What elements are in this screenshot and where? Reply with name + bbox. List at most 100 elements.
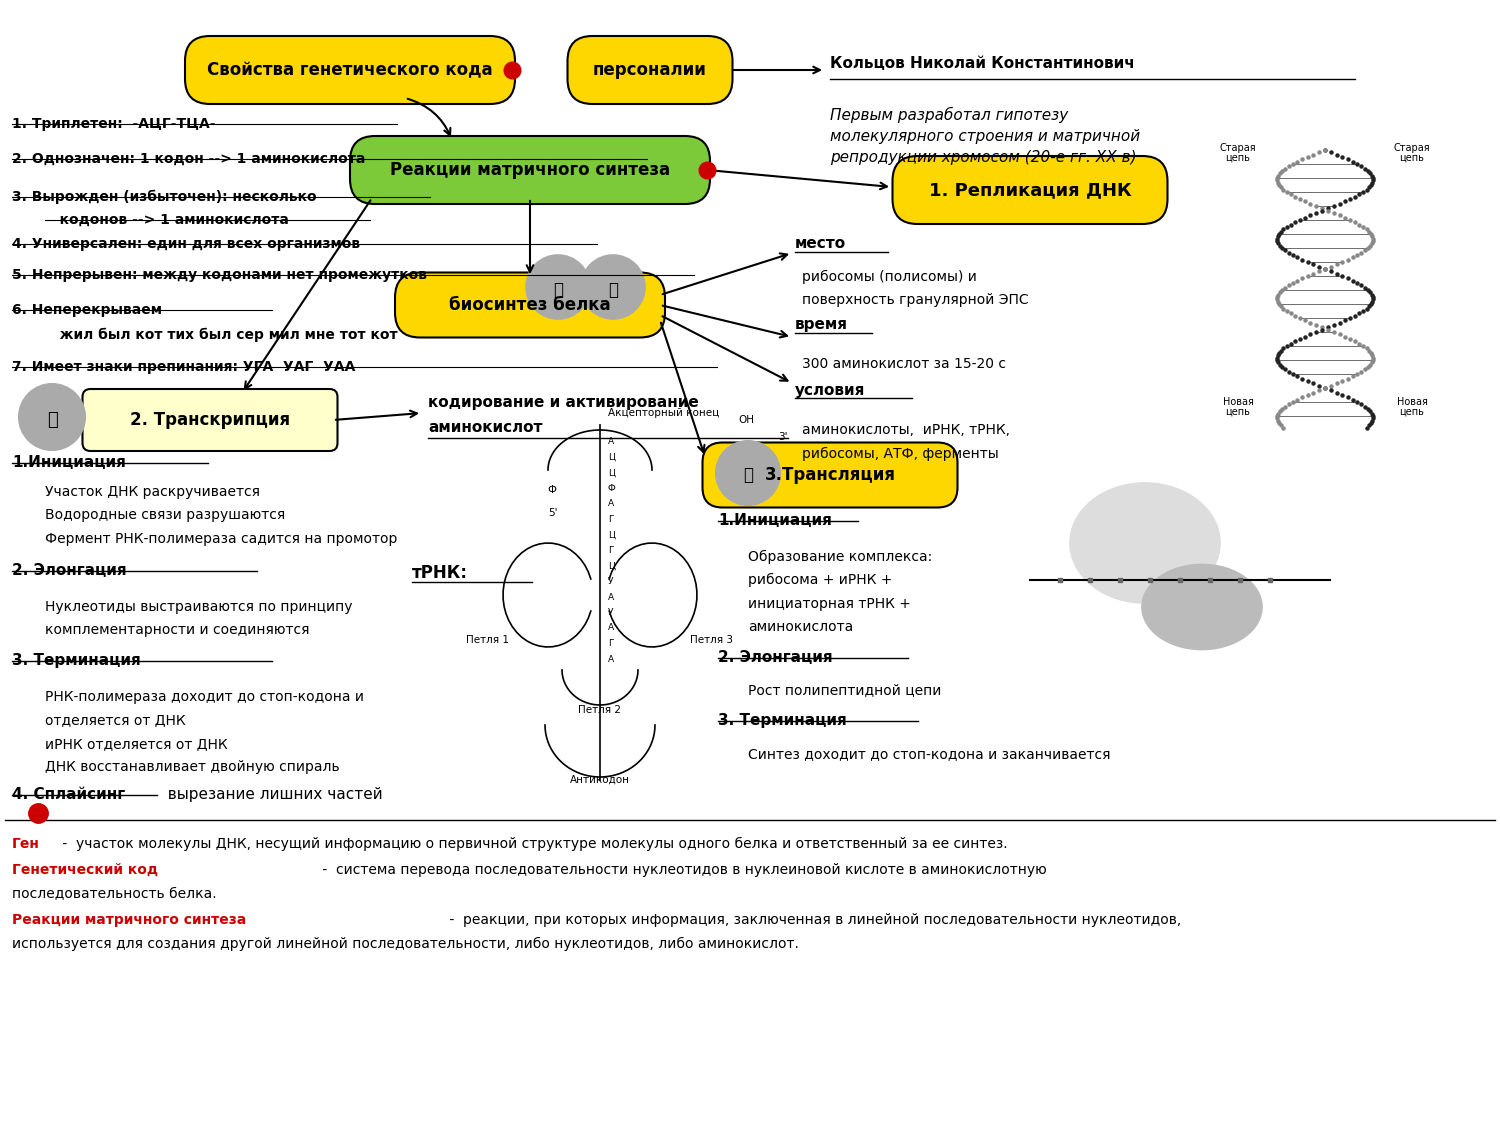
Text: Ген: Ген (12, 837, 40, 850)
Text: инициаторная тРНК +: инициаторная тРНК + (748, 597, 910, 611)
Text: Старая: Старая (1394, 143, 1431, 153)
Text: ОН: ОН (738, 415, 754, 425)
Text: Генетический код: Генетический код (12, 863, 158, 878)
Text: Г: Г (608, 639, 613, 648)
Text: 2. Транскрипция: 2. Транскрипция (130, 411, 290, 429)
Text: Рост полипептидной цепи: Рост полипептидной цепи (748, 683, 942, 698)
Text: У: У (608, 608, 613, 616)
Text: цепь: цепь (1400, 153, 1425, 163)
Text: Г: Г (608, 515, 613, 524)
Text: кодирование и активирование: кодирование и активирование (427, 396, 699, 411)
Text: аминокислот: аминокислот (427, 420, 543, 434)
Text: 📷: 📷 (608, 281, 618, 299)
Text: А: А (608, 623, 613, 632)
Text: место: место (795, 235, 846, 251)
Text: 1.Инициация: 1.Инициация (12, 455, 126, 470)
Text: Антикодон: Антикодон (570, 775, 630, 785)
Text: 2. Элонгация: 2. Элонгация (12, 562, 126, 578)
Text: Реакции матричного синтеза: Реакции матричного синтеза (12, 914, 246, 927)
Circle shape (580, 255, 645, 319)
Text: ДНК восстанавливает двойную спираль: ДНК восстанавливает двойную спираль (45, 760, 339, 774)
Text: Акцепторный конец: Акцепторный конец (608, 408, 720, 418)
Text: аминокислота: аминокислота (748, 620, 853, 634)
Text: А: А (608, 655, 613, 664)
Text: поверхность гранулярной ЭПС: поверхность гранулярной ЭПС (802, 292, 1029, 307)
Text: -  система перевода последовательности нуклеотидов в нуклеиновой кислоте в амино: - система перевода последовательности ну… (318, 863, 1047, 878)
Text: условия: условия (795, 382, 865, 397)
Text: 300 аминокислот за 15-20 с: 300 аминокислот за 15-20 с (802, 357, 1006, 371)
Circle shape (716, 441, 780, 505)
Text: Образование комплекса:: Образование комплекса: (748, 550, 932, 564)
Circle shape (20, 384, 86, 450)
Text: кодонов --> 1 аминокислота: кодонов --> 1 аминокислота (45, 213, 290, 227)
Text: Кольцов Николай Константинович: Кольцов Николай Константинович (830, 55, 1134, 71)
Text: РНК-полимераза доходит до стоп-кодона и: РНК-полимераза доходит до стоп-кодона и (45, 690, 364, 704)
Text: 3. Терминация: 3. Терминация (12, 652, 141, 668)
Text: Ф: Ф (548, 485, 556, 495)
Text: Ц: Ц (608, 453, 615, 462)
Text: Новая: Новая (1396, 397, 1428, 407)
Text: 5. Непрерывен: между кодонами нет промежутков: 5. Непрерывен: между кодонами нет промеж… (12, 268, 427, 282)
Text: аминокислоты,  иРНК, тРНК,: аминокислоты, иРНК, тРНК, (802, 423, 1010, 436)
FancyBboxPatch shape (350, 136, 710, 204)
Text: цепь: цепь (1400, 407, 1425, 417)
Text: Петля 2: Петля 2 (579, 705, 621, 716)
FancyBboxPatch shape (184, 36, 514, 104)
Text: Ф: Ф (608, 484, 615, 493)
Text: Первым разработал гипотезу
молекулярного строения и матричной
репродукции хромос: Первым разработал гипотезу молекулярного… (830, 107, 1140, 165)
Text: Реакции матричного синтеза: Реакции матричного синтеза (390, 161, 670, 179)
Text: Новая: Новая (1222, 397, 1254, 407)
Text: Ц: Ц (608, 561, 615, 570)
Text: Водородные связи разрушаются: Водородные связи разрушаются (45, 508, 285, 522)
Text: Синтез доходит до стоп-кодона и заканчивается: Синтез доходит до стоп-кодона и заканчив… (748, 747, 1110, 760)
Text: 3. Вырожден (избыточен): несколько: 3. Вырожден (избыточен): несколько (12, 190, 316, 205)
Text: Старая: Старая (1220, 143, 1257, 153)
Text: А: А (608, 500, 613, 508)
Text: Фермент РНК-полимераза садится на промотор: Фермент РНК-полимераза садится на промот… (45, 532, 398, 546)
Text: 3.Трансляция: 3.Трансляция (765, 466, 896, 484)
FancyBboxPatch shape (394, 272, 664, 338)
Circle shape (526, 255, 590, 319)
Text: иРНК отделяется от ДНК: иРНК отделяется от ДНК (45, 737, 228, 752)
Text: У: У (608, 577, 613, 586)
FancyBboxPatch shape (892, 156, 1167, 224)
Text: Свойства генетического кода: Свойства генетического кода (207, 61, 494, 79)
Text: 1. Триплетен:  -АЦГ-ТЦА-: 1. Триплетен: -АЦГ-ТЦА- (12, 117, 216, 130)
Text: отделяется от ДНК: отделяется от ДНК (45, 713, 186, 727)
Text: 📷: 📷 (46, 411, 57, 429)
Text: цепь: цепь (1226, 153, 1251, 163)
Text: 2. Однозначен: 1 кодон --> 1 аминокислота: 2. Однозначен: 1 кодон --> 1 аминокислот… (12, 152, 366, 166)
Text: используется для создания другой линейной последовательности, либо нуклеотидов, : используется для создания другой линейно… (12, 937, 800, 951)
Text: последовательность белка.: последовательность белка. (12, 886, 216, 901)
Text: Ц: Ц (608, 468, 615, 477)
Text: время: время (795, 317, 847, 333)
Text: 4. Универсален: един для всех организмов: 4. Универсален: един для всех организмов (12, 237, 360, 251)
Ellipse shape (1070, 483, 1220, 603)
Text: 7. Имеет знаки препинания: УГА  УАГ  УАА: 7. Имеет знаки препинания: УГА УАГ УАА (12, 360, 356, 374)
FancyBboxPatch shape (702, 442, 957, 507)
Text: рибосомы (полисомы) и: рибосомы (полисомы) и (802, 270, 976, 285)
Text: Участок ДНК раскручивается: Участок ДНК раскручивается (45, 485, 260, 500)
Text: тРНК:: тРНК: (413, 564, 468, 582)
Text: Петля 1: Петля 1 (466, 634, 510, 645)
Text: 6. Неперекрываем: 6. Неперекрываем (12, 303, 162, 317)
Ellipse shape (1142, 565, 1262, 649)
Text: А: А (608, 593, 613, 602)
Text: 1. Репликация ДНК: 1. Репликация ДНК (928, 181, 1131, 199)
Text: 5': 5' (548, 508, 558, 518)
Text: 4. Сплайсинг: 4. Сплайсинг (12, 788, 125, 802)
Text: цепь: цепь (1226, 407, 1251, 417)
Text: А: А (608, 438, 613, 447)
Text: комплементарности и соединяются: комплементарности и соединяются (45, 623, 309, 637)
Text: 2. Элонгация: 2. Элонгация (718, 650, 833, 665)
Text: персоналии: персоналии (592, 61, 706, 79)
Text: вырезание лишних частей: вырезание лишних частей (158, 788, 382, 802)
Text: 📷: 📷 (742, 466, 753, 484)
Text: рибосома + иРНК +: рибосома + иРНК + (748, 573, 892, 587)
Text: рибосомы, АТФ, ферменты: рибосомы, АТФ, ферменты (802, 447, 999, 461)
Text: Г: Г (608, 546, 613, 555)
Text: жил был кот тих был сер мил мне тот кот: жил был кот тих был сер мил мне тот кот (45, 328, 398, 342)
Text: 📷: 📷 (554, 281, 562, 299)
Text: -  реакции, при которых информация, заключенная в линейной последовательности ну: - реакции, при которых информация, заклю… (446, 914, 1182, 927)
Text: 3. Терминация: 3. Терминация (718, 713, 846, 728)
